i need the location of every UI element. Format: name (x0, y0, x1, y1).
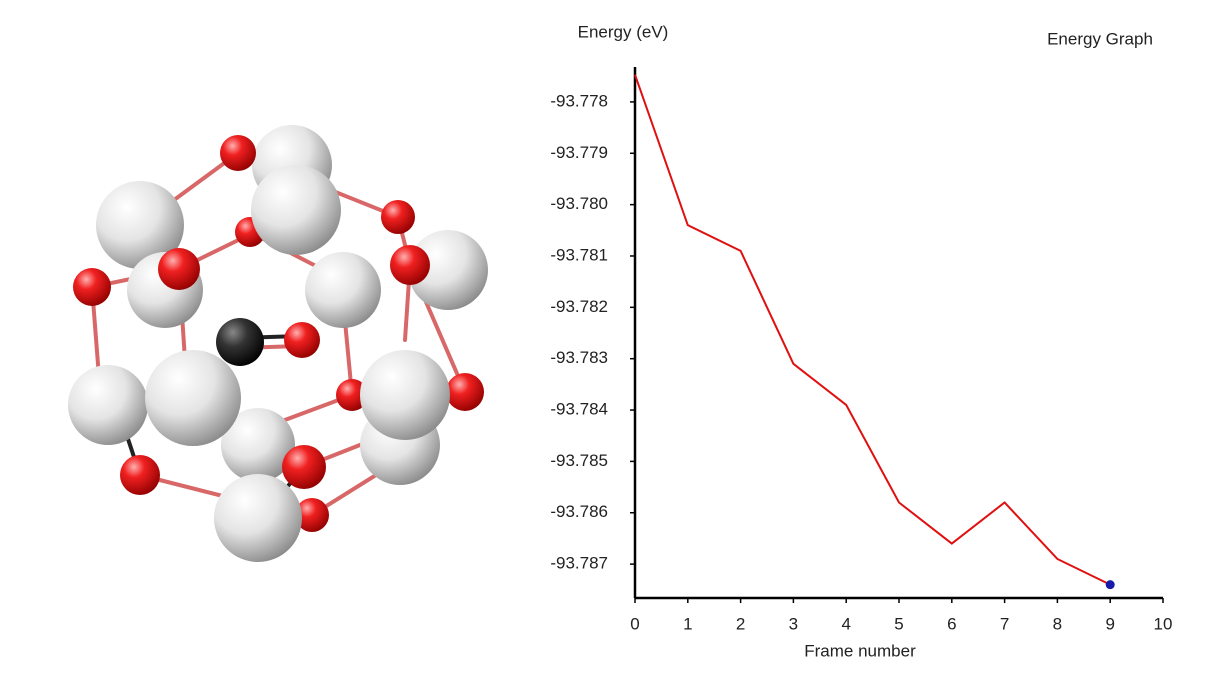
x-tick-label: 2 (736, 614, 745, 633)
atom (220, 135, 256, 171)
x-tick-label: 3 (789, 614, 798, 633)
y-tick-label: -93.785 (550, 451, 608, 470)
y-tick-label: -93.781 (550, 245, 608, 264)
y-tick-label: -93.784 (550, 400, 608, 419)
x-tick-label: 10 (1154, 614, 1173, 633)
y-tick-label: -93.782 (550, 297, 608, 316)
atom (145, 350, 241, 446)
data-line (634, 74, 1111, 586)
atom (360, 350, 450, 440)
atom (390, 245, 430, 285)
molecule (68, 125, 488, 562)
atom (221, 408, 295, 482)
x-axis-label: Frame number (804, 641, 916, 660)
y-tick-label: -93.787 (550, 554, 608, 573)
atom (216, 318, 264, 366)
y-axis-label: Energy (eV) (578, 22, 669, 41)
y-tick-label: -93.778 (550, 91, 608, 110)
atom (120, 455, 160, 495)
atom (68, 365, 148, 445)
atom (336, 379, 368, 411)
x-tick-label: 6 (947, 614, 956, 633)
chart-title: Energy Graph (1047, 29, 1153, 48)
atom (295, 498, 329, 532)
atom (282, 445, 326, 489)
x-tick-label: 9 (1105, 614, 1114, 633)
y-tick-label: -93.780 (550, 194, 608, 213)
atom (73, 268, 111, 306)
atom (158, 248, 200, 290)
atom (446, 373, 484, 411)
x-tick-label: 0 (630, 614, 639, 633)
y-tick-label: -93.779 (550, 143, 608, 162)
current-point (1105, 580, 1115, 590)
y-tick-label: -93.783 (550, 348, 608, 367)
atom (96, 181, 184, 269)
atom (381, 200, 415, 234)
atom (284, 322, 320, 358)
atom (251, 165, 341, 255)
x-tick-label: 5 (894, 614, 903, 633)
x-tick-label: 7 (1000, 614, 1009, 633)
atom (408, 230, 488, 310)
x-tick-label: 4 (841, 614, 850, 633)
y-tick-label: -93.786 (550, 502, 608, 521)
x-tick-label: 8 (1053, 614, 1062, 633)
atom (214, 474, 302, 562)
x-tick-label: 1 (683, 614, 692, 633)
atom (305, 252, 381, 328)
